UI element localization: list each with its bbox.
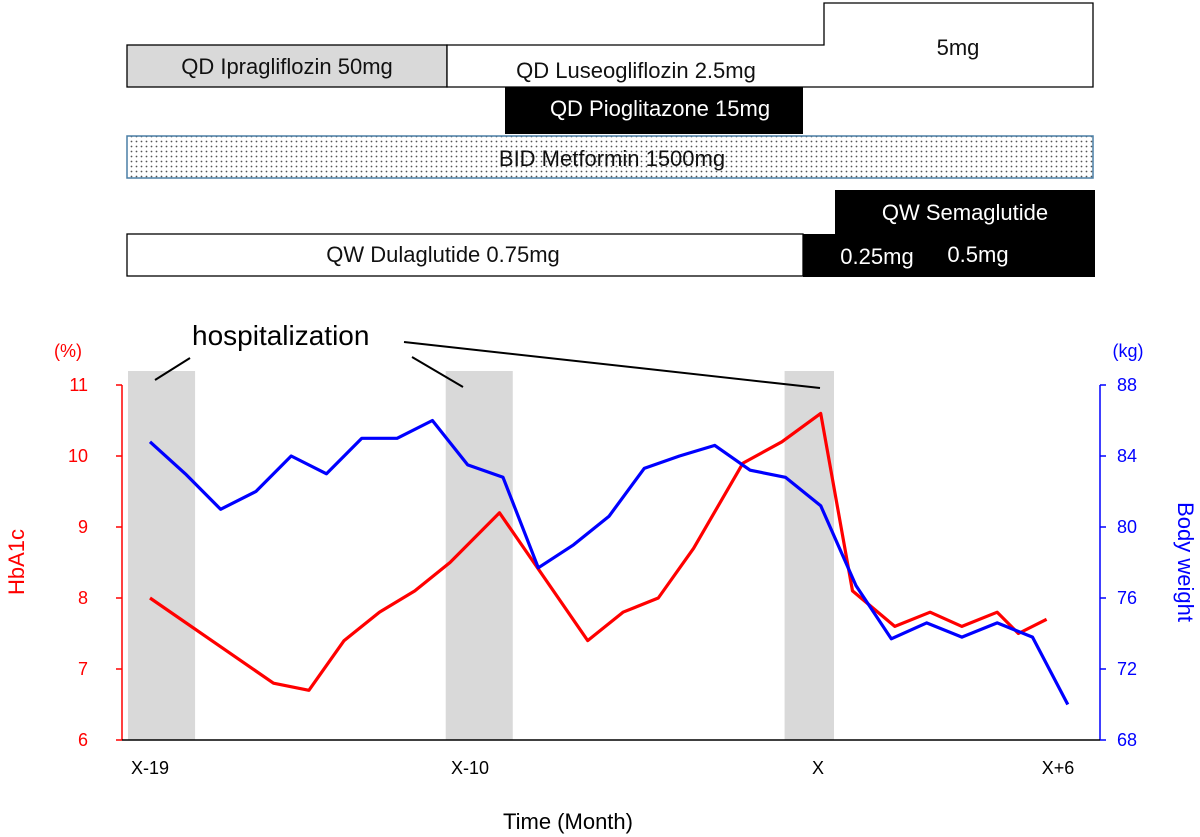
axes [121,385,1101,741]
left-y-tick-label: 9 [78,517,88,537]
right-y-tick-label: 84 [1117,446,1137,466]
bar-pioglitazone-label: QD Pioglitazone 15mg [550,96,770,121]
left-y-tick-label: 10 [68,446,88,466]
series-line-hba1c [149,411,1048,692]
left-y-tick-label: 6 [78,730,88,750]
bar-dulaglutide-label: QW Dulaglutide 0.75mg [326,242,560,267]
left-y-axis-ticks: 6 7 8 9 10 11 [68,375,122,750]
x-tick-label: X+6 [1042,758,1075,778]
annotation-leader-2 [411,356,464,388]
left-y-tick-label: 11 [69,375,88,395]
bar-luseogliflozin [446,2,1094,88]
bar-luseogliflozin-stepup-label: 5mg [937,35,980,60]
x-axis-ticks: X-19 X-10 X X+6 [131,758,1074,778]
left-y-axis-title: HbA1c [4,529,29,595]
left-y-tick-label: 8 [78,588,88,608]
left-y-axis-unit: (%) [54,341,82,361]
right-y-axis-title: Body weight [1173,502,1198,622]
data-series [148,411,1070,706]
right-y-axis-unit: (kg) [1113,341,1144,361]
hospitalization-band-3 [784,371,834,740]
bar-pioglitazone [505,87,803,134]
bar-semaglutide-dose-1: 0.25mg [840,244,913,269]
hospitalization-annotation: hospitalization [154,320,821,389]
bar-luseogliflozin-label: QD Luseogliflozin 2.5mg [516,58,756,83]
right-y-tick-label: 80 [1117,517,1137,537]
hospitalization-periods [128,371,834,740]
annotation-leader-1 [154,357,191,381]
x-tick-label: X [812,758,824,778]
bar-metformin [126,135,1094,179]
bar-metformin-label: BID Metformin 1500mg [499,146,725,171]
series-line-body-weight [148,418,1070,706]
bar-semaglutide-label: QW Semaglutide [882,200,1048,225]
right-y-tick-label: 68 [1117,730,1137,750]
right-y-axis-ticks: 68 72 76 80 84 88 [1100,375,1137,750]
hospitalization-band-1 [128,371,196,740]
x-axis-title: Time (Month) [503,809,633,834]
right-y-tick-label: 88 [1117,375,1137,395]
x-tick-label: X-10 [451,758,489,778]
annotation-hospitalization-text: hospitalization [192,320,369,351]
bar-ipragliflozin [126,44,448,88]
x-tick-label: X-19 [131,758,169,778]
right-y-tick-label: 76 [1117,588,1137,608]
right-y-tick-label: 72 [1117,659,1137,679]
annotation-leader-3 [403,341,821,389]
left-y-tick-label: 7 [78,659,88,679]
bar-ipragliflozin-label: QD Ipragliflozin 50mg [181,54,393,79]
bar-semaglutide [803,190,1095,277]
treatment-bars: QD Ipragliflozin 50mg QD Luseogliflozin … [126,2,1095,277]
bar-semaglutide-dose-2: 0.5mg [947,242,1008,267]
